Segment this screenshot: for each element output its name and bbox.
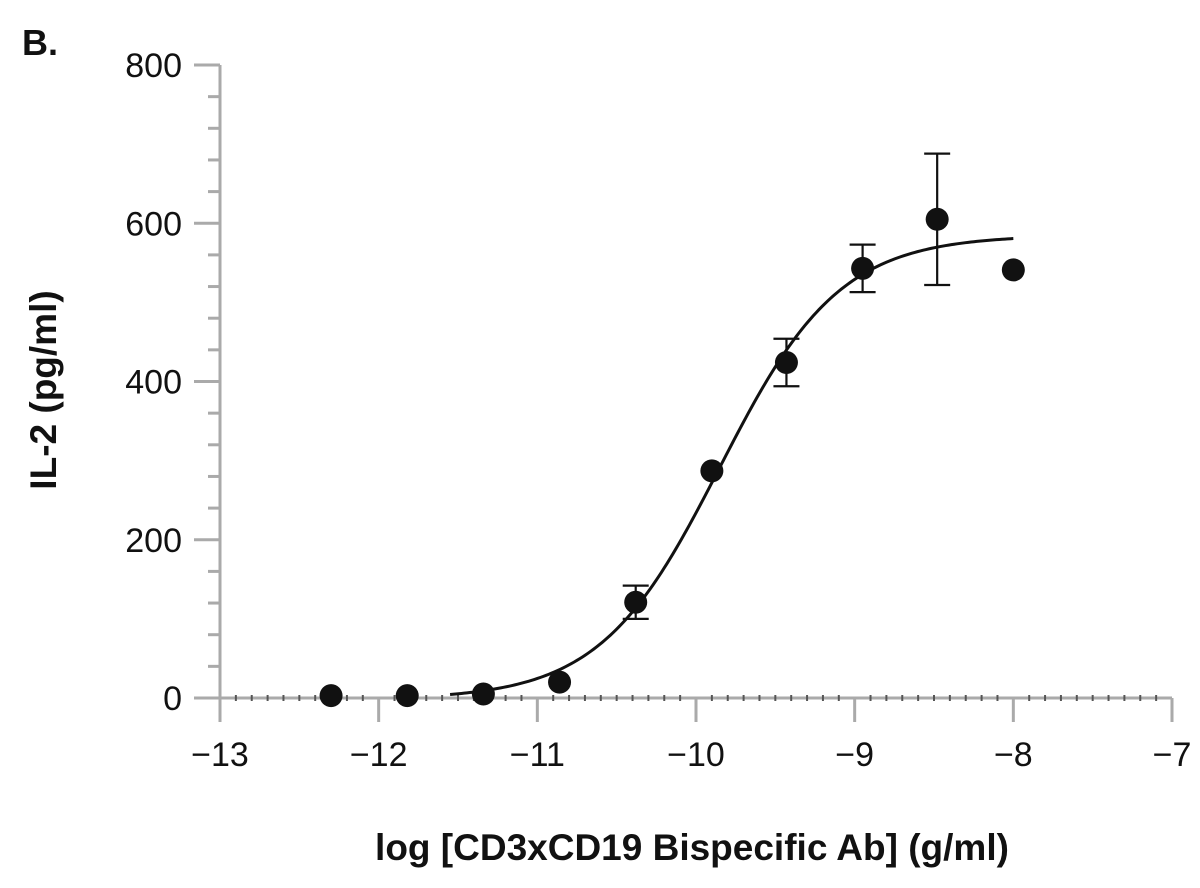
x-tick-label: −10 xyxy=(667,736,725,774)
y-axis-title: IL-2 (pg/ml) xyxy=(23,290,64,489)
data-points-layer xyxy=(319,152,1025,708)
data-point xyxy=(548,670,572,694)
fit-curve-line xyxy=(449,237,1014,696)
y-tick-label: 0 xyxy=(163,680,182,718)
x-tick-label: −12 xyxy=(350,736,408,774)
x-tick-label: −7 xyxy=(1153,736,1192,774)
data-point xyxy=(471,682,495,706)
x-tick-label: −9 xyxy=(835,736,874,774)
y-tick-label: 400 xyxy=(125,364,182,402)
data-point xyxy=(851,256,875,280)
data-point xyxy=(624,590,648,614)
y-tick-label: 800 xyxy=(125,47,182,85)
data-point xyxy=(319,684,343,708)
data-point xyxy=(395,684,419,708)
x-tick-label: −13 xyxy=(191,736,249,774)
panel-label: B. xyxy=(22,22,58,63)
data-point xyxy=(1001,258,1025,282)
fit-curve-layer xyxy=(449,237,1014,696)
y-tick-label: 600 xyxy=(125,205,182,243)
data-point xyxy=(700,459,724,483)
tick-labels: 0 200 400 600 800 −13 −12 −11 −10 −9 −8 −7 xyxy=(125,47,1191,774)
axes xyxy=(194,63,1174,722)
data-point xyxy=(925,207,949,231)
x-tick-label: −11 xyxy=(510,736,565,774)
y-tick-label: 200 xyxy=(125,522,182,560)
data-point xyxy=(774,351,798,375)
x-axis-title: log [CD3xCD19 Bispecific Ab] (g/ml) xyxy=(375,827,1009,868)
x-tick-label: −8 xyxy=(994,736,1033,774)
